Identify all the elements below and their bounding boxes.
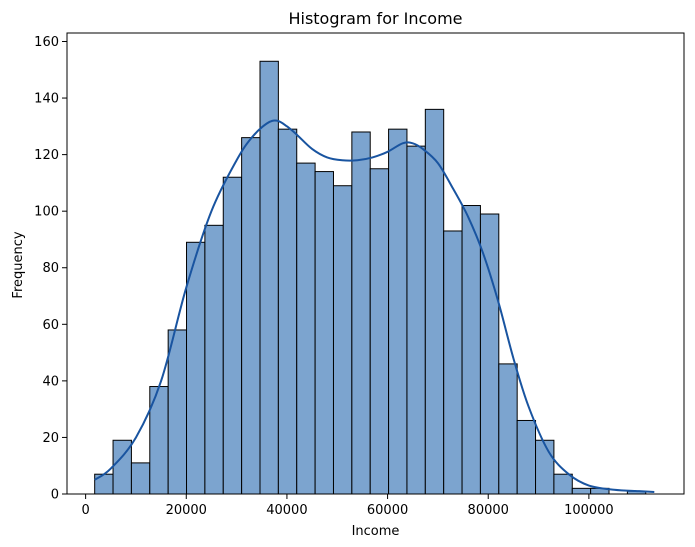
histogram-bar [277,128,298,495]
histogram-bar [498,363,518,495]
histogram-bar [222,176,243,495]
histogram-bar [443,230,463,495]
histogram-bar [535,439,555,495]
y-axis-label: Frequency [11,231,26,298]
histogram-bar [130,462,151,495]
y-tick-label: 40 [42,374,59,389]
y-tick-label: 100 [34,205,59,220]
histogram-bar [241,137,261,495]
x-tick-label: 0 [81,503,89,518]
y-tick-label: 0 [51,488,59,503]
y-tick-label: 120 [34,148,59,163]
histogram-bar [406,145,426,495]
histogram-bar [388,128,408,495]
x-tick-label: 60000 [367,503,408,518]
x-tick-label: 100000 [564,503,614,518]
histogram-bar [314,171,334,495]
y-tick-label: 20 [42,431,59,446]
kde-layer [94,119,655,494]
histogram-bar [516,419,537,495]
y-tick-label: 60 [42,318,59,333]
chart-title: Histogram for Income [288,9,462,28]
histogram-bar [553,473,573,495]
bars-layer [94,60,647,495]
histogram-bar [461,205,481,495]
histogram-bar [296,162,316,495]
histogram-bar [204,224,224,495]
y-tick-label: 80 [42,261,59,276]
plot-frame [66,32,685,495]
kde-curve [94,119,655,494]
histogram-bar [167,329,188,495]
x-tick-label: 20000 [166,503,207,518]
y-tick-label: 140 [34,92,59,107]
axes-layer: 0 20000 40000 60000 80000 100000 0 20 40 60 80 100 1… [34,32,685,518]
y-tick-label: 160 [34,35,59,50]
x-axis-label: Income [352,524,400,539]
histogram-bar [332,185,353,495]
x-tick-label: 40000 [266,503,307,518]
x-tick-label: 80000 [468,503,509,518]
histogram-bar [351,131,371,495]
histogram-bar [369,168,390,495]
histogram-bar [571,487,592,495]
